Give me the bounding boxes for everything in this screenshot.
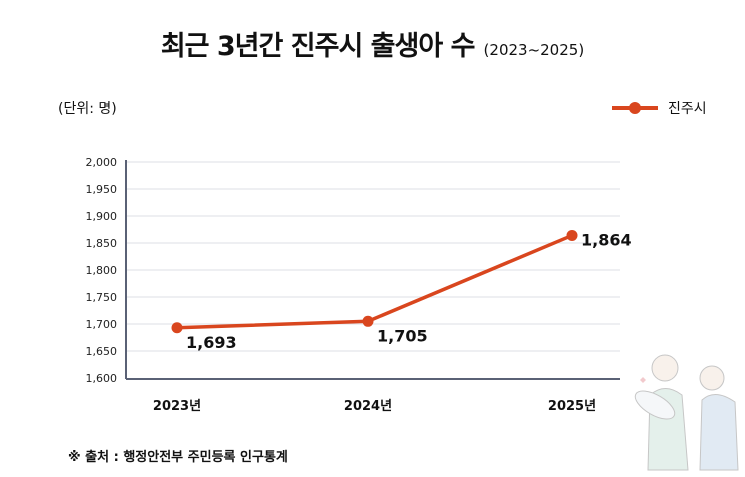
y-tick-label: 1,950 (86, 183, 118, 196)
y-tick-label: 1,800 (86, 264, 118, 277)
legend-marker-icon (612, 102, 658, 114)
legend: 진주시 (610, 98, 707, 118)
family-holding-baby-icon (634, 354, 739, 471)
y-tick-label: 2,000 (86, 156, 118, 169)
data-point (362, 315, 374, 327)
data-label: 1,705 (377, 326, 428, 345)
data-point (566, 229, 578, 241)
y-tick-label: 1,700 (86, 318, 118, 331)
y-tick-label: 1,600 (86, 372, 118, 385)
source-note: ※ 출처 : 행정안전부 주민등록 인구통계 (68, 450, 288, 465)
y-tick-label: 1,750 (86, 291, 118, 304)
data-point (171, 322, 183, 334)
title-subtitle: (2023~2025) (483, 41, 585, 59)
y-tick-label: 1,650 (86, 345, 118, 358)
chart-title: 최근 3년간 진주시 출생아 수 (2023~2025) (0, 24, 745, 63)
x-tick-label: 2023년 (153, 399, 201, 414)
unit-label: (단위: 명) (58, 101, 117, 117)
title-main: 최근 3년간 진주시 출생아 수 (160, 31, 476, 62)
y-tick-label: 1,850 (86, 237, 118, 250)
series-line (176, 233, 573, 330)
x-tick-label: 2025년 (548, 399, 596, 414)
x-tick-label: 2024년 (344, 399, 392, 414)
data-label: 1,864 (581, 230, 632, 249)
data-label: 1,693 (186, 333, 237, 352)
legend-label: 진주시 (668, 101, 707, 117)
y-tick-label: 1,900 (86, 210, 118, 223)
